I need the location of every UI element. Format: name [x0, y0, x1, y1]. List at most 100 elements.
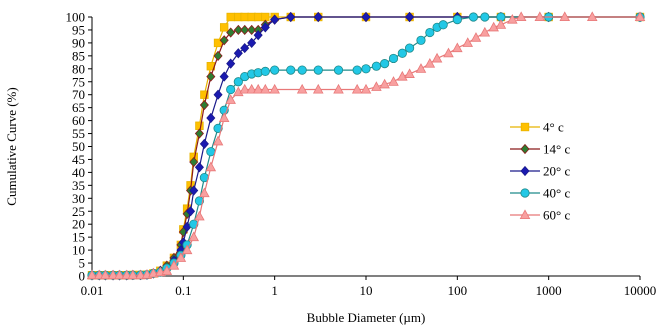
y-tick-label: 40: [72, 165, 85, 180]
x-tick-label: 0.01: [81, 283, 104, 298]
data-point: [199, 99, 209, 111]
data-point: [252, 83, 264, 94]
data-point: [452, 42, 463, 53]
data-point: [225, 94, 236, 104]
y-tick-label: 50: [72, 139, 85, 154]
y-tick-label: 15: [72, 230, 85, 245]
data-point: [219, 71, 229, 82]
data-point: [488, 21, 499, 32]
y-tick-label: 55: [72, 126, 85, 141]
data-point: [199, 187, 210, 198]
legend-label: 20° c: [543, 164, 570, 179]
data-point: [240, 24, 250, 36]
data-point: [161, 265, 173, 275]
legend-item: 14° c: [510, 142, 570, 157]
legend: 4° c 14° c 20° c 40° c 60° c: [510, 120, 570, 223]
data-point: [188, 231, 200, 242]
data-point: [233, 77, 243, 87]
data-point: [148, 267, 159, 278]
x-tick-label: 100: [448, 283, 468, 298]
y-tick-label: 25: [72, 204, 85, 219]
data-point: [260, 83, 271, 94]
y-tick-label: 85: [72, 48, 85, 63]
data-point: [351, 83, 363, 94]
data-point: [286, 65, 296, 75]
data-point: [312, 83, 324, 94]
data-point: [205, 161, 217, 172]
data-point: [480, 12, 490, 22]
data-point: [212, 135, 224, 146]
data-point: [86, 269, 98, 280]
data-point: [431, 52, 443, 63]
data-point: [200, 90, 209, 99]
data-point: [194, 210, 205, 221]
data-point: [371, 81, 382, 91]
data-point: [239, 83, 250, 94]
data-point: [247, 24, 257, 36]
data-point: [296, 83, 308, 94]
legend-label: 14° c: [543, 142, 570, 157]
y-tick-label: 95: [72, 22, 85, 37]
y-tick-label: 75: [72, 74, 85, 89]
data-point: [388, 76, 399, 86]
data-point: [520, 165, 530, 177]
data-point: [213, 38, 223, 48]
y-tick-label: 45: [72, 152, 85, 167]
data-point: [247, 37, 257, 49]
data-point: [397, 70, 408, 81]
data-point: [199, 138, 209, 150]
data-point: [100, 269, 111, 280]
data-point: [189, 156, 199, 168]
data-point: [189, 219, 199, 229]
data-point: [240, 42, 250, 54]
data-point: [194, 162, 204, 173]
data-point: [360, 83, 372, 94]
data-point: [218, 112, 230, 123]
data-point: [186, 206, 196, 217]
data-point: [270, 65, 280, 75]
legend-label: 4° c: [543, 120, 564, 135]
y-tick-label: 20: [72, 217, 85, 232]
x-tick-label: 1000: [536, 283, 562, 298]
data-point: [226, 84, 236, 95]
y-tick-label: 100: [66, 10, 86, 25]
data-point: [371, 61, 382, 71]
x-tick-label: 0.1: [175, 283, 191, 298]
y-tick-label: 80: [72, 61, 85, 76]
y-tick-label: 10: [72, 243, 85, 258]
x-tick-label: 10: [360, 283, 373, 298]
data-point: [452, 14, 462, 25]
data-point: [415, 63, 427, 73]
data-point: [233, 24, 243, 36]
data-point: [114, 269, 125, 280]
axes: 0510152025303540455055606570758085909510…: [66, 10, 657, 299]
x-tick-label: 1: [271, 283, 278, 298]
plot-area: [86, 11, 646, 281]
data-point: [189, 185, 199, 196]
data-point: [361, 64, 371, 74]
data-point: [213, 50, 223, 61]
data-point: [404, 68, 415, 78]
y-tick-label: 60: [72, 113, 85, 128]
data-point: [219, 23, 229, 32]
legend-item: 4° c: [510, 120, 564, 135]
data-point: [195, 121, 204, 130]
data-point: [586, 11, 598, 22]
data-point: [253, 12, 263, 22]
data-point: [206, 112, 216, 124]
data-point: [405, 11, 415, 23]
data-point: [286, 11, 296, 23]
y-tick-label: 5: [79, 256, 86, 271]
data-point: [559, 11, 571, 22]
data-point: [175, 252, 187, 262]
data-point: [416, 35, 426, 45]
data-point: [246, 83, 257, 94]
data-point: [240, 12, 249, 22]
data-point: [462, 37, 474, 47]
data-point: [404, 43, 415, 53]
data-point: [520, 188, 530, 198]
data-point: [443, 47, 454, 58]
data-point: [226, 27, 236, 38]
data-point: [424, 57, 436, 68]
